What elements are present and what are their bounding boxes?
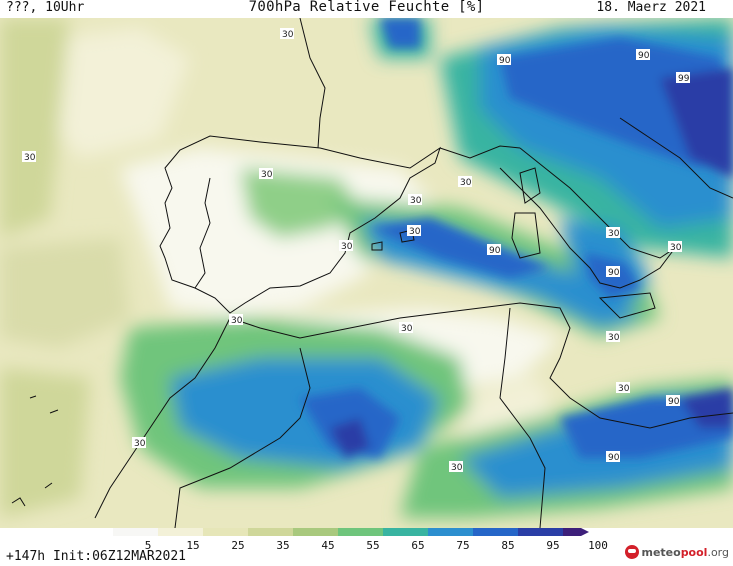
contour-label: 30	[616, 382, 630, 394]
colorbar-swatch	[338, 528, 383, 536]
valid-time-label: ???, 10Uhr	[6, 0, 85, 15]
contour-label: 90	[497, 54, 511, 66]
contour-label: 30	[259, 168, 273, 180]
svg-text:90: 90	[668, 397, 680, 407]
map-header: ???, 10Uhr 700hPa Relative Feuchte [%] 1…	[0, 0, 733, 18]
date-label: 18. Maerz 2021	[596, 0, 706, 15]
svg-text:30: 30	[460, 178, 472, 188]
contour-labels: 30 30 30 30 30 30 30 30 30 30 30 30 30 3…	[22, 28, 690, 473]
colorbar	[113, 528, 589, 536]
svg-text:30: 30	[608, 229, 620, 239]
contour-label: 30	[339, 240, 353, 252]
map-footer: 5 15 25 35 45 55 65 75 85 95 100 +147h Init:06Z12M…	[0, 528, 733, 566]
colorbar-arrow	[581, 528, 589, 536]
humidity-map: 30 30 30 30 30 30 30 30 30 30 30 30 30 3…	[0, 18, 733, 528]
colorbar-tick-label: 100	[588, 539, 608, 552]
colorbar-swatch	[563, 528, 581, 536]
colorbar-swatch	[383, 528, 428, 536]
colorbar-tick-label: 45	[321, 539, 335, 552]
colorbar-swatch	[473, 528, 518, 536]
contour-label: 30	[449, 461, 463, 473]
contour-label: 30	[132, 437, 146, 449]
contour-label: 90	[636, 49, 650, 61]
colorbar-tick-label: 75	[456, 539, 470, 552]
contour-label: 30	[22, 151, 36, 163]
svg-text:90: 90	[489, 246, 501, 256]
colorbar-tick-label: 65	[411, 539, 425, 552]
contour-label: 30	[280, 28, 294, 40]
contour-label: 30	[408, 194, 422, 206]
svg-text:30: 30	[670, 243, 682, 253]
svg-text:30: 30	[401, 324, 413, 334]
colorbar-swatch	[248, 528, 293, 536]
svg-text:30: 30	[231, 316, 243, 326]
svg-text:90: 90	[608, 453, 620, 463]
svg-text:99: 99	[678, 74, 690, 84]
colorbar-swatch	[203, 528, 248, 536]
svg-text:30: 30	[24, 153, 36, 163]
svg-text:30: 30	[410, 196, 422, 206]
colorbar-tick-label: 95	[546, 539, 560, 552]
svg-text:90: 90	[608, 268, 620, 278]
contour-label: 99	[676, 72, 690, 84]
coastlines	[11, 18, 733, 528]
colorbar-tick-label: 5	[144, 539, 152, 552]
svg-text:30: 30	[134, 439, 146, 449]
contour-label: 90	[606, 266, 620, 278]
map-title: 700hPa Relative Feuchte [%]	[248, 0, 485, 15]
colorbar-tick-label: 35	[276, 539, 290, 552]
contour-label: 90	[666, 395, 680, 407]
colorbar-swatch	[518, 528, 563, 536]
contour-label: 30	[606, 331, 620, 343]
contour-label: 90	[606, 451, 620, 463]
colorbar-swatches	[113, 528, 589, 536]
svg-text:90: 90	[499, 56, 511, 66]
colorbar-swatch	[428, 528, 473, 536]
svg-text:30: 30	[261, 170, 273, 180]
colorbar-swatch	[293, 528, 338, 536]
contour-label: 30	[606, 227, 620, 239]
contour-label: 30	[399, 322, 413, 334]
colorbar-tick-label: 25	[231, 539, 245, 552]
svg-text:30: 30	[282, 30, 294, 40]
meteopool-logo: meteopool.org	[625, 545, 729, 559]
contour-label: 30	[668, 241, 682, 253]
colorbar-tick-label: 15	[186, 539, 200, 552]
colorbar-swatch	[113, 528, 158, 536]
init-time-label: +147h Init:06Z12MAR2021	[6, 549, 187, 564]
contour-label: 30	[229, 314, 243, 326]
svg-text:30: 30	[451, 463, 463, 473]
colorbar-tick-label: 85	[501, 539, 515, 552]
contour-label: 30	[458, 176, 472, 188]
svg-text:30: 30	[608, 333, 620, 343]
logo-icon	[625, 545, 640, 559]
svg-text:30: 30	[409, 227, 421, 237]
svg-text:90: 90	[638, 51, 650, 61]
colorbar-swatch	[158, 528, 203, 536]
svg-text:30: 30	[341, 242, 353, 252]
svg-text:30: 30	[618, 384, 630, 394]
colorbar-tick-label: 55	[366, 539, 380, 552]
contour-label: 30	[407, 225, 421, 237]
contour-label: 90	[487, 244, 501, 256]
